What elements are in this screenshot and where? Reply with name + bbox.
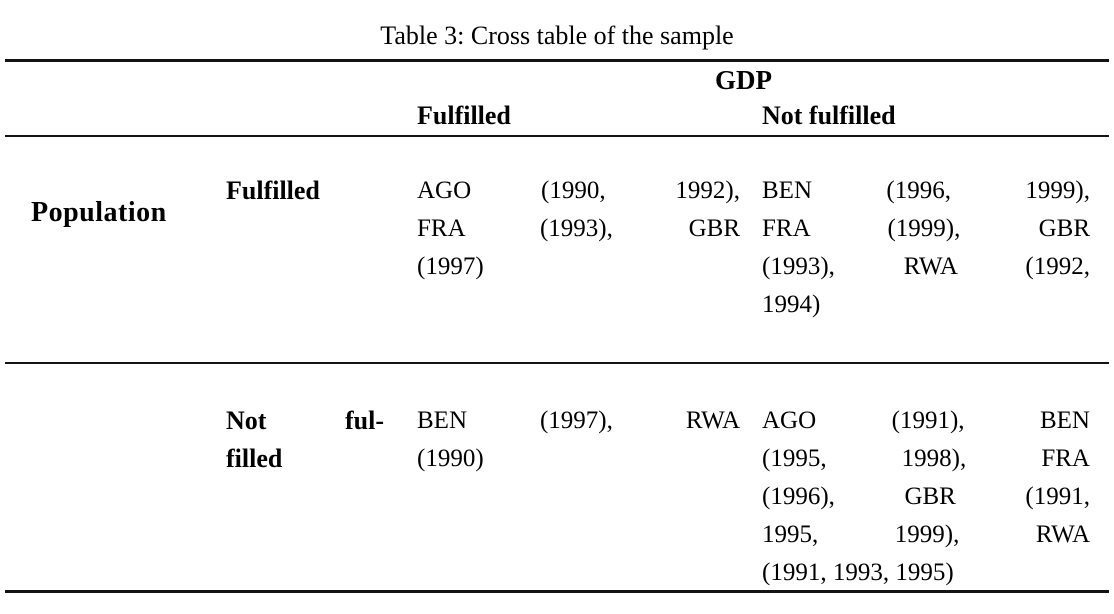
col-header-fulfilled: Fulfilled [417, 101, 511, 130]
bottom-rule [5, 590, 1109, 593]
mid-rule [5, 362, 1109, 364]
cell-pop-fulfilled-gdp-fulfilled: AGO (1990, 1992), FRA (1993), GBR (1997) [417, 177, 740, 280]
column-group-header-gdp: GDP [715, 65, 772, 95]
row-group-header-population: Population [31, 197, 167, 228]
cell-pop-not-fulfilled-gdp-fulfilled: BEN (1997), RWA (1990) [417, 407, 740, 472]
row-label-fulfilled: Fulfilled [226, 176, 320, 205]
top-rule [5, 59, 1109, 62]
cell-pop-fulfilled-gdp-not-fulfilled: BEN (1996, 1999), FRA (1999), GBR (1993), … [762, 177, 1090, 318]
header-rule [5, 135, 1109, 137]
row-label-not-fulfilled: Not ful-filled [226, 406, 384, 473]
table-caption: Table 3: Cross table of the sample [380, 21, 734, 50]
col-header-not-fulfilled: Not fulfilled [762, 101, 896, 130]
cell-pop-not-fulfilled-gdp-not-fulfilled: AGO (1991), BEN (1995, 1998), FRA (1996), … [762, 407, 1090, 586]
